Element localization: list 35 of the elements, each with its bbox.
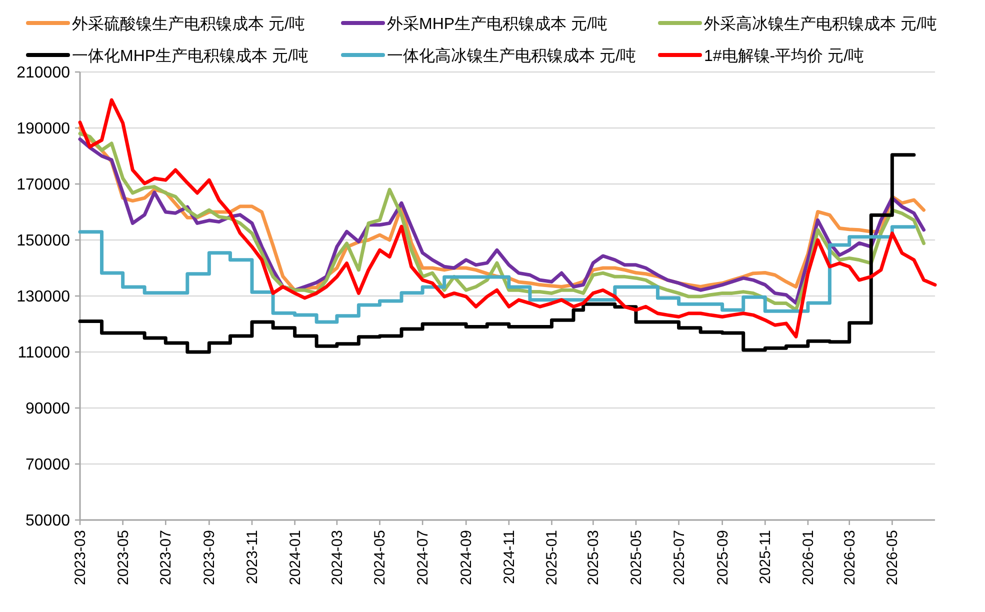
x-tick-label: 2023-11 [244,530,261,584]
y-tick-label: 210000 [16,64,70,82]
x-tick-label: 2025-09 [714,530,732,586]
x-tick-label: 2024-03 [328,530,346,586]
legend-label: 一体化MHP生产电积镍成本 元/吨 [72,47,308,65]
x-tick-label: 2025-07 [670,530,688,586]
legend-label: 外采MHP生产电积镍成本 元/吨 [387,15,608,33]
y-tick-label: 50000 [26,512,70,530]
y-tick-label: 110000 [18,344,70,362]
x-tick-label: 2026-01 [800,530,817,586]
legend-label: 外采硫酸镍生产电积镍成本 元/吨 [72,15,305,33]
x-tick-label: 2026-03 [841,530,858,586]
x-tick-label: 2024-05 [372,530,389,586]
legend-label: 外采高冰镍生产电积镍成本 元/吨 [704,15,937,33]
x-tick-label: 2025-03 [585,530,602,586]
x-tick-label: 2026-05 [884,530,902,586]
y-tick-label: 190000 [16,120,70,138]
y-tick-label: 150000 [16,232,70,250]
x-tick-label: 2023-07 [158,530,175,586]
legend-label: 一体化高冰镍生产电积镍成本 元/吨 [387,47,636,65]
y-tick-label: 90000 [26,400,70,418]
x-tick-label: 2023-03 [72,530,89,586]
x-tick-label: 2025-01 [544,530,561,586]
x-tick-label: 2023-09 [201,530,218,586]
y-tick-label: 130000 [16,288,70,306]
x-tick-label: 2023-05 [114,530,132,586]
x-tick-label: 2024-01 [286,530,304,586]
x-tick-label: 2025-05 [628,530,645,586]
x-tick-label: 2024-09 [458,530,476,586]
x-tick-label: 2024-07 [414,530,432,586]
y-tick-label: 70000 [26,456,70,474]
x-tick-label: 2025-11 [757,530,774,584]
x-tick-label: 2024-11 [500,530,518,584]
legend-label: 1#电解镍-平均价 元/吨 [704,47,864,65]
y-tick-label: 170000 [16,176,70,194]
